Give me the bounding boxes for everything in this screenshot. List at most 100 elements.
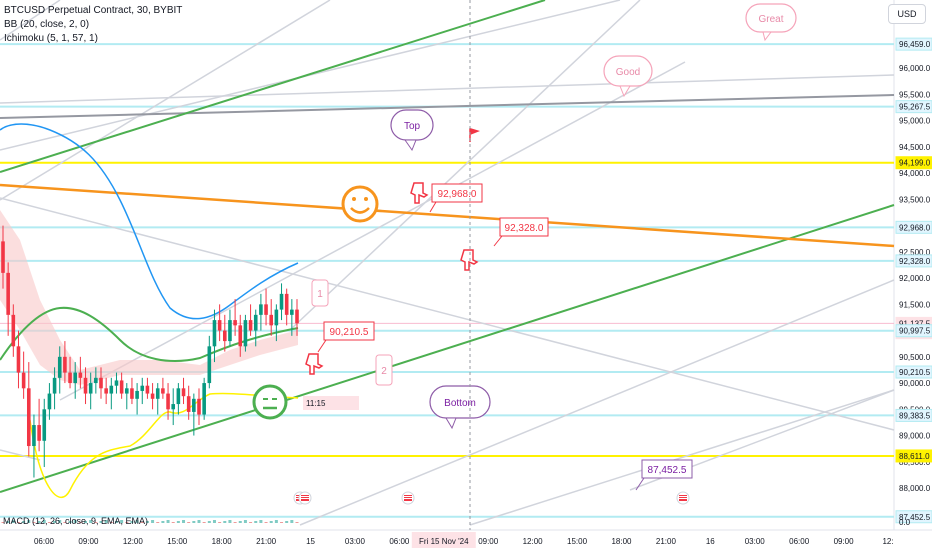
flag-icon[interactable] <box>469 128 480 142</box>
candle-body[interactable] <box>228 320 232 342</box>
green-trendline[interactable] <box>0 204 895 493</box>
candle-body[interactable] <box>253 314 258 331</box>
candle-body[interactable] <box>47 393 52 410</box>
candle-body[interactable] <box>166 393 170 410</box>
hand-pointer-down-icon[interactable] <box>410 182 429 204</box>
legend-ichimoku[interactable]: Ichimoku (5, 1, 57, 1) <box>4 33 98 44</box>
candle-body[interactable] <box>42 409 47 441</box>
candle-body[interactable] <box>161 388 165 394</box>
candle-body[interactable] <box>119 380 124 394</box>
callout-92328[interactable]: 92,328.0 <box>493 217 549 247</box>
legend-bb[interactable]: BB (20, close, 2, 0) <box>4 19 90 30</box>
candle-body[interactable] <box>78 372 83 378</box>
gray-trendline-dark[interactable] <box>0 94 895 119</box>
event-flag-icon[interactable] <box>298 491 312 505</box>
price-label-tag[interactable] <box>895 37 932 51</box>
candle-body[interactable] <box>264 304 268 315</box>
candle-body[interactable] <box>68 372 72 384</box>
candle-body[interactable] <box>32 425 36 447</box>
price-label-tag[interactable] <box>895 365 932 379</box>
candle-body[interactable] <box>202 383 206 415</box>
bottom-bubble[interactable]: Bottom <box>429 385 491 430</box>
gray-trendline[interactable] <box>0 449 41 461</box>
great-bubble[interactable]: Great <box>745 3 797 42</box>
price-label-tag[interactable] <box>895 324 932 338</box>
candle-body[interactable] <box>94 377 98 384</box>
legend-macd[interactable]: MACD (12, 26, close, 9, EMA, EMA) <box>3 516 149 526</box>
candle-body[interactable] <box>1 241 5 273</box>
candle-body[interactable] <box>21 372 26 389</box>
good-bubble[interactable]: Good <box>603 55 653 98</box>
candle-body[interactable] <box>233 320 237 326</box>
candle-body[interactable] <box>212 320 217 347</box>
gray-trendline[interactable] <box>0 197 895 431</box>
candle-body[interactable] <box>222 330 227 342</box>
gray-trendline[interactable] <box>0 0 61 41</box>
price-label-tag[interactable] <box>895 449 932 463</box>
candle-body[interactable] <box>145 385 150 394</box>
candle-body[interactable] <box>83 377 88 394</box>
currency-button[interactable]: USD <box>888 4 926 24</box>
gray-trendline[interactable] <box>469 389 895 526</box>
candle-body[interactable] <box>207 346 212 384</box>
candle-body[interactable] <box>295 309 299 324</box>
gray-trendline[interactable] <box>0 74 895 104</box>
price-label-tag[interactable] <box>895 156 932 170</box>
candle-body[interactable] <box>88 383 93 394</box>
candle-body[interactable] <box>124 388 129 394</box>
candle-body[interactable] <box>150 393 155 399</box>
candle-body[interactable] <box>155 388 160 399</box>
candle-body[interactable] <box>73 372 78 384</box>
candle-body[interactable] <box>109 385 114 394</box>
smiley-happy-icon[interactable] <box>341 185 379 223</box>
gray-trendline[interactable] <box>289 0 641 331</box>
candle-body[interactable] <box>16 346 21 373</box>
candle-body[interactable] <box>279 293 284 310</box>
candle-body[interactable] <box>290 309 294 315</box>
callout-90210[interactable]: 90,210.5 <box>317 321 375 353</box>
candle-body[interactable] <box>63 356 67 373</box>
candle-body[interactable] <box>181 388 186 397</box>
candle-body[interactable] <box>26 388 31 447</box>
green-trendline[interactable] <box>0 0 546 173</box>
candle-body[interactable] <box>197 398 201 415</box>
candle-body[interactable] <box>57 356 62 378</box>
price-label-tag[interactable] <box>895 254 932 268</box>
callout-92968[interactable]: 92,968.0 <box>429 183 483 213</box>
candle-body[interactable] <box>37 425 41 441</box>
legend-symbol[interactable]: BTCUSD Perpetual Contract, 30, BYBIT <box>4 5 183 16</box>
candle-body[interactable] <box>248 320 253 331</box>
candle-body[interactable] <box>52 377 57 394</box>
candle-body[interactable] <box>11 314 16 347</box>
candle-body[interactable] <box>130 388 134 399</box>
gray-trendline[interactable] <box>0 0 331 201</box>
hand-pointer-down-icon[interactable] <box>460 249 479 271</box>
candle-body[interactable] <box>243 320 248 347</box>
top-bubble[interactable]: Top <box>390 109 434 152</box>
candle-body[interactable] <box>192 398 196 412</box>
box-label-2[interactable]: 2 <box>375 354 393 386</box>
callout-87452[interactable]: 87,452.5 <box>635 459 693 491</box>
box-label-1[interactable]: 1 <box>311 279 329 307</box>
candle-body[interactable] <box>238 325 243 347</box>
orange-trendline[interactable] <box>0 183 895 248</box>
price-label-tag[interactable] <box>895 220 932 234</box>
candle-body[interactable] <box>114 380 119 386</box>
candle-body[interactable] <box>284 293 289 315</box>
price-label-tag[interactable] <box>895 100 932 114</box>
candle-body[interactable] <box>186 396 191 412</box>
candle-body[interactable] <box>274 309 279 326</box>
candle-body[interactable] <box>176 388 181 405</box>
price-label-tag[interactable] <box>895 408 932 422</box>
hand-pointer-down-icon[interactable] <box>305 353 324 375</box>
candle-body[interactable] <box>104 388 108 394</box>
candle-body[interactable] <box>217 320 222 331</box>
gray-trendline[interactable] <box>299 279 895 526</box>
candle-body[interactable] <box>140 385 145 391</box>
candle-body[interactable] <box>6 272 10 315</box>
candle-body[interactable] <box>269 314 274 326</box>
chart-legend[interactable]: BTCUSD Perpetual Contract, 30, BYBIT BB … <box>4 4 182 46</box>
candle-body[interactable] <box>171 404 176 410</box>
price-label-tag[interactable] <box>895 510 932 524</box>
